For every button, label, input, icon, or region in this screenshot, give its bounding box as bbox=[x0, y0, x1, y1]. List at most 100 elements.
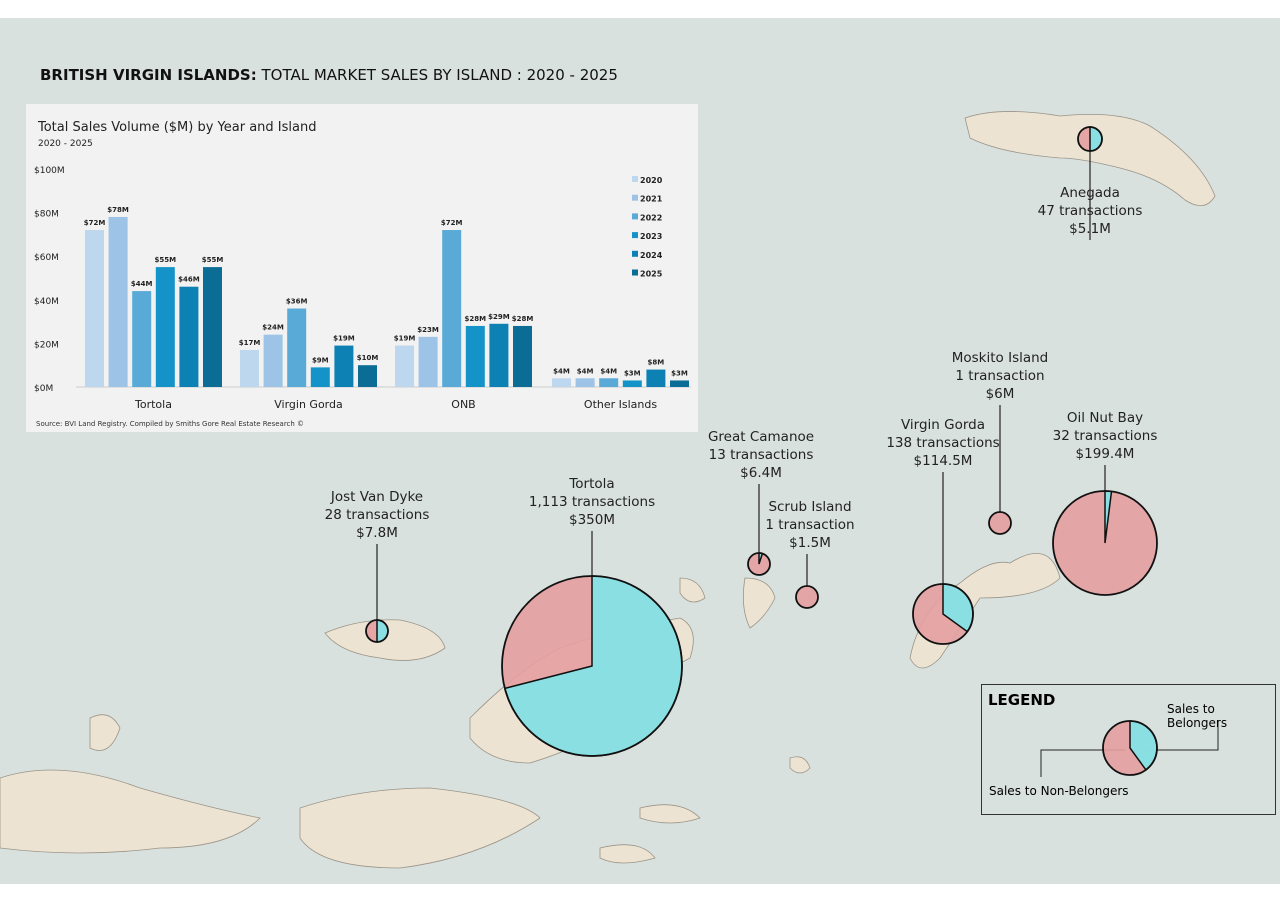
bar bbox=[85, 230, 104, 387]
legend-non-belongers-label: Sales to Non-Belongers bbox=[989, 784, 1129, 798]
island-value: $7.8M bbox=[356, 525, 398, 541]
island-transactions: 47 transactions bbox=[1037, 203, 1143, 219]
bar bbox=[646, 369, 666, 387]
bar bbox=[465, 325, 485, 387]
bar bbox=[310, 367, 330, 387]
bar bbox=[442, 230, 462, 387]
island-name: Jost Van Dyke bbox=[330, 489, 424, 505]
st-thomas-land bbox=[0, 769, 261, 854]
bar-value-label: $46M bbox=[178, 276, 200, 284]
bar-value-label: $8M bbox=[648, 359, 665, 367]
x-tick-label: ONB bbox=[451, 398, 475, 411]
bar-value-label: $4M bbox=[600, 367, 617, 375]
islet-4 bbox=[789, 756, 811, 774]
bar-value-label: $72M bbox=[84, 219, 106, 227]
island-label: Moskito Island 1 transaction $6M bbox=[952, 349, 1049, 403]
chart-subtitle: 2020 - 2025 bbox=[38, 139, 93, 149]
bar bbox=[513, 325, 532, 387]
page-title: BRITISH VIRGIN ISLANDS: TOTAL MARKET SAL… bbox=[40, 66, 618, 84]
bar-chart: Total Sales Volume ($M) by Year and Isla… bbox=[34, 120, 691, 428]
islet-1 bbox=[89, 714, 121, 751]
bar bbox=[132, 291, 152, 387]
island-transactions: 13 transactions bbox=[708, 447, 814, 463]
legend-box: LEGEND Sales to Belongers Sales to Non-B… bbox=[981, 684, 1276, 815]
y-tick-label: $80M bbox=[34, 210, 59, 220]
jost-land bbox=[324, 619, 446, 661]
bar bbox=[489, 323, 509, 387]
island-label: Tortola 1,113 transactions $350M bbox=[529, 475, 655, 529]
y-tick-label: $100M bbox=[34, 166, 65, 176]
island-name: Tortola bbox=[569, 476, 615, 492]
legend-entry: 2024 bbox=[640, 251, 663, 260]
bar-value-label: $17M bbox=[239, 339, 261, 347]
legend-swatch bbox=[632, 250, 638, 257]
tortola-land bbox=[469, 617, 694, 764]
bar bbox=[599, 378, 619, 387]
virgin-gorda-land bbox=[909, 553, 1061, 669]
island-name: Great Camanoe bbox=[707, 429, 815, 445]
bar bbox=[395, 345, 414, 387]
island-value: $5.1M bbox=[1069, 221, 1111, 237]
legend-entry: 2022 bbox=[640, 213, 662, 222]
legend-entry: 2020 bbox=[640, 176, 663, 185]
bar-value-label: $19M bbox=[333, 335, 355, 343]
legend-swatch bbox=[632, 194, 638, 201]
island-transactions: 1,113 transactions bbox=[528, 494, 656, 510]
bar bbox=[670, 380, 689, 387]
island-label: Oil Nut Bay 32 transactions $199.4M bbox=[1053, 409, 1158, 463]
island-transactions: 32 transactions bbox=[1052, 428, 1158, 444]
island-label: Great Camanoe 13 transactions $6.4M bbox=[708, 428, 814, 482]
title-rest: TOTAL MARKET SALES BY ISLAND : 2020 - 20… bbox=[256, 66, 618, 84]
bar-chart-panel: Total Sales Volume ($M) by Year and Isla… bbox=[26, 104, 698, 432]
bar-value-label: $28M bbox=[512, 315, 534, 323]
bar-value-label: $28M bbox=[465, 315, 487, 323]
chart-title: Total Sales Volume ($M) by Year and Isla… bbox=[37, 120, 316, 135]
island-value: $1.5M bbox=[789, 535, 831, 551]
island-name: Scrub Island bbox=[768, 499, 852, 515]
islet-3 bbox=[599, 844, 656, 864]
bar-value-label: $29M bbox=[488, 313, 510, 321]
bar-value-label: $72M bbox=[441, 219, 463, 227]
y-tick-label: $0M bbox=[34, 384, 53, 394]
islet-2 bbox=[639, 804, 701, 824]
bar bbox=[334, 345, 354, 387]
bar bbox=[108, 216, 128, 387]
legend-swatch bbox=[632, 269, 638, 276]
bar bbox=[155, 267, 175, 387]
island-transactions: 138 transactions bbox=[886, 435, 1000, 451]
island-label: Jost Van Dyke 28 transactions $7.8M bbox=[325, 488, 430, 542]
chart-source: Source: BVI Land Registry. Compiled by S… bbox=[36, 420, 304, 428]
legend-entry: 2021 bbox=[640, 195, 663, 204]
legend-entry: 2023 bbox=[640, 232, 662, 241]
y-tick-label: $40M bbox=[34, 297, 59, 307]
legend-swatch bbox=[632, 176, 638, 182]
island-name: Moskito Island bbox=[951, 350, 1049, 366]
bar-value-label: $55M bbox=[155, 256, 177, 264]
bar-value-label: $19M bbox=[394, 335, 416, 343]
bar bbox=[418, 336, 438, 387]
x-tick-label: Tortola bbox=[134, 398, 172, 411]
bar-value-label: $4M bbox=[553, 367, 570, 375]
st-john-land bbox=[299, 787, 541, 869]
y-tick-label: $60M bbox=[34, 253, 59, 263]
island-transactions: 1 transaction bbox=[765, 517, 855, 533]
bar bbox=[263, 334, 283, 387]
bar-value-label: $24M bbox=[262, 324, 284, 332]
island-name: Virgin Gorda bbox=[900, 417, 986, 433]
y-tick-label: $20M bbox=[34, 340, 59, 350]
x-tick-label: Virgin Gorda bbox=[274, 398, 342, 411]
island-value: $6.4M bbox=[740, 465, 782, 481]
bar-value-label: $3M bbox=[671, 369, 688, 377]
legend-swatch bbox=[632, 213, 638, 220]
bar bbox=[575, 378, 595, 387]
island-value: $350M bbox=[568, 512, 616, 528]
bar bbox=[622, 380, 642, 387]
title-bold: BRITISH VIRGIN ISLANDS: bbox=[40, 66, 257, 84]
island-value: $199.4M bbox=[1075, 446, 1135, 462]
bar bbox=[552, 378, 571, 387]
island-label: Scrub Island 1 transaction $1.5M bbox=[765, 498, 854, 552]
bar-value-label: $9M bbox=[312, 356, 329, 364]
bar-value-label: $55M bbox=[202, 256, 224, 264]
island-transactions: 1 transaction bbox=[955, 368, 1045, 384]
bar bbox=[287, 308, 307, 387]
